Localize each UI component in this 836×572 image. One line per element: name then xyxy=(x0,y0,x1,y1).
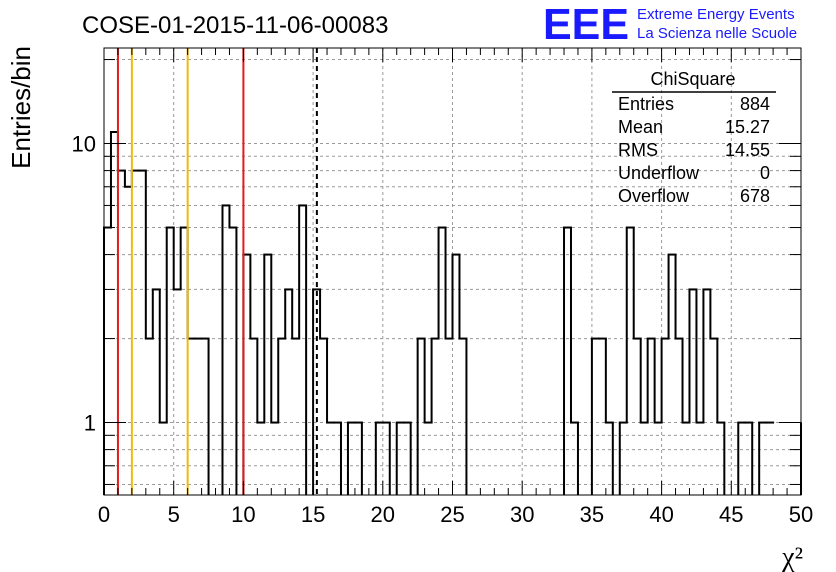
y-axis-label: Entries/bin xyxy=(6,46,36,169)
stats-label-underflow: Underflow xyxy=(618,163,700,183)
stats-value-rms: 14.55 xyxy=(725,140,770,160)
axis-ticks xyxy=(103,48,802,495)
x-tick-label: 45 xyxy=(719,502,743,527)
stats-value-underflow: 0 xyxy=(760,163,770,183)
eee-logo: EEE Extreme Energy Events La Scienza nel… xyxy=(543,0,797,49)
x-tick-label: 25 xyxy=(440,502,464,527)
x-tick-labels: 0 5 10 15 20 25 30 35 40 45 50 xyxy=(98,502,813,527)
x-tick-label: 50 xyxy=(789,502,813,527)
x-tick-label: 30 xyxy=(510,502,534,527)
x-tick-label: 5 xyxy=(168,502,180,527)
x-tick-label: 0 xyxy=(98,502,110,527)
reference-lines xyxy=(116,48,318,495)
stats-value-mean: 15.27 xyxy=(725,117,770,137)
x-tick-label: 40 xyxy=(649,502,673,527)
x-tick-label: 15 xyxy=(301,502,325,527)
x-tick-label: 10 xyxy=(231,502,255,527)
x-tick-label: 35 xyxy=(580,502,604,527)
stats-label-mean: Mean xyxy=(618,117,663,137)
logo-line-2: La Scienza nelle Scuole xyxy=(637,25,797,42)
stats-title: ChiSquare xyxy=(650,69,735,89)
stats-label-overflow: Overflow xyxy=(618,186,690,206)
histogram xyxy=(103,130,802,495)
stats-label-rms: RMS xyxy=(618,140,658,160)
y-tick-label: 10 xyxy=(72,132,96,157)
eee-logo-mark: EEE xyxy=(543,0,629,49)
chart-title: COSE-01-2015-11-06-00083 xyxy=(82,12,388,39)
stats-value-entries: 884 xyxy=(740,94,770,114)
logo-line-1: Extreme Energy Events xyxy=(637,6,795,23)
stats-box: ChiSquare Entries 884 Mean 15.27 RMS 14.… xyxy=(612,69,776,206)
stats-label-entries: Entries xyxy=(618,94,674,114)
x-tick-label: 20 xyxy=(371,502,395,527)
x-axis-label: χ² xyxy=(781,542,803,572)
stats-value-overflow: 678 xyxy=(740,186,770,206)
y-tick-labels: 1 10 xyxy=(72,132,96,436)
y-tick-label: 1 xyxy=(84,411,96,436)
